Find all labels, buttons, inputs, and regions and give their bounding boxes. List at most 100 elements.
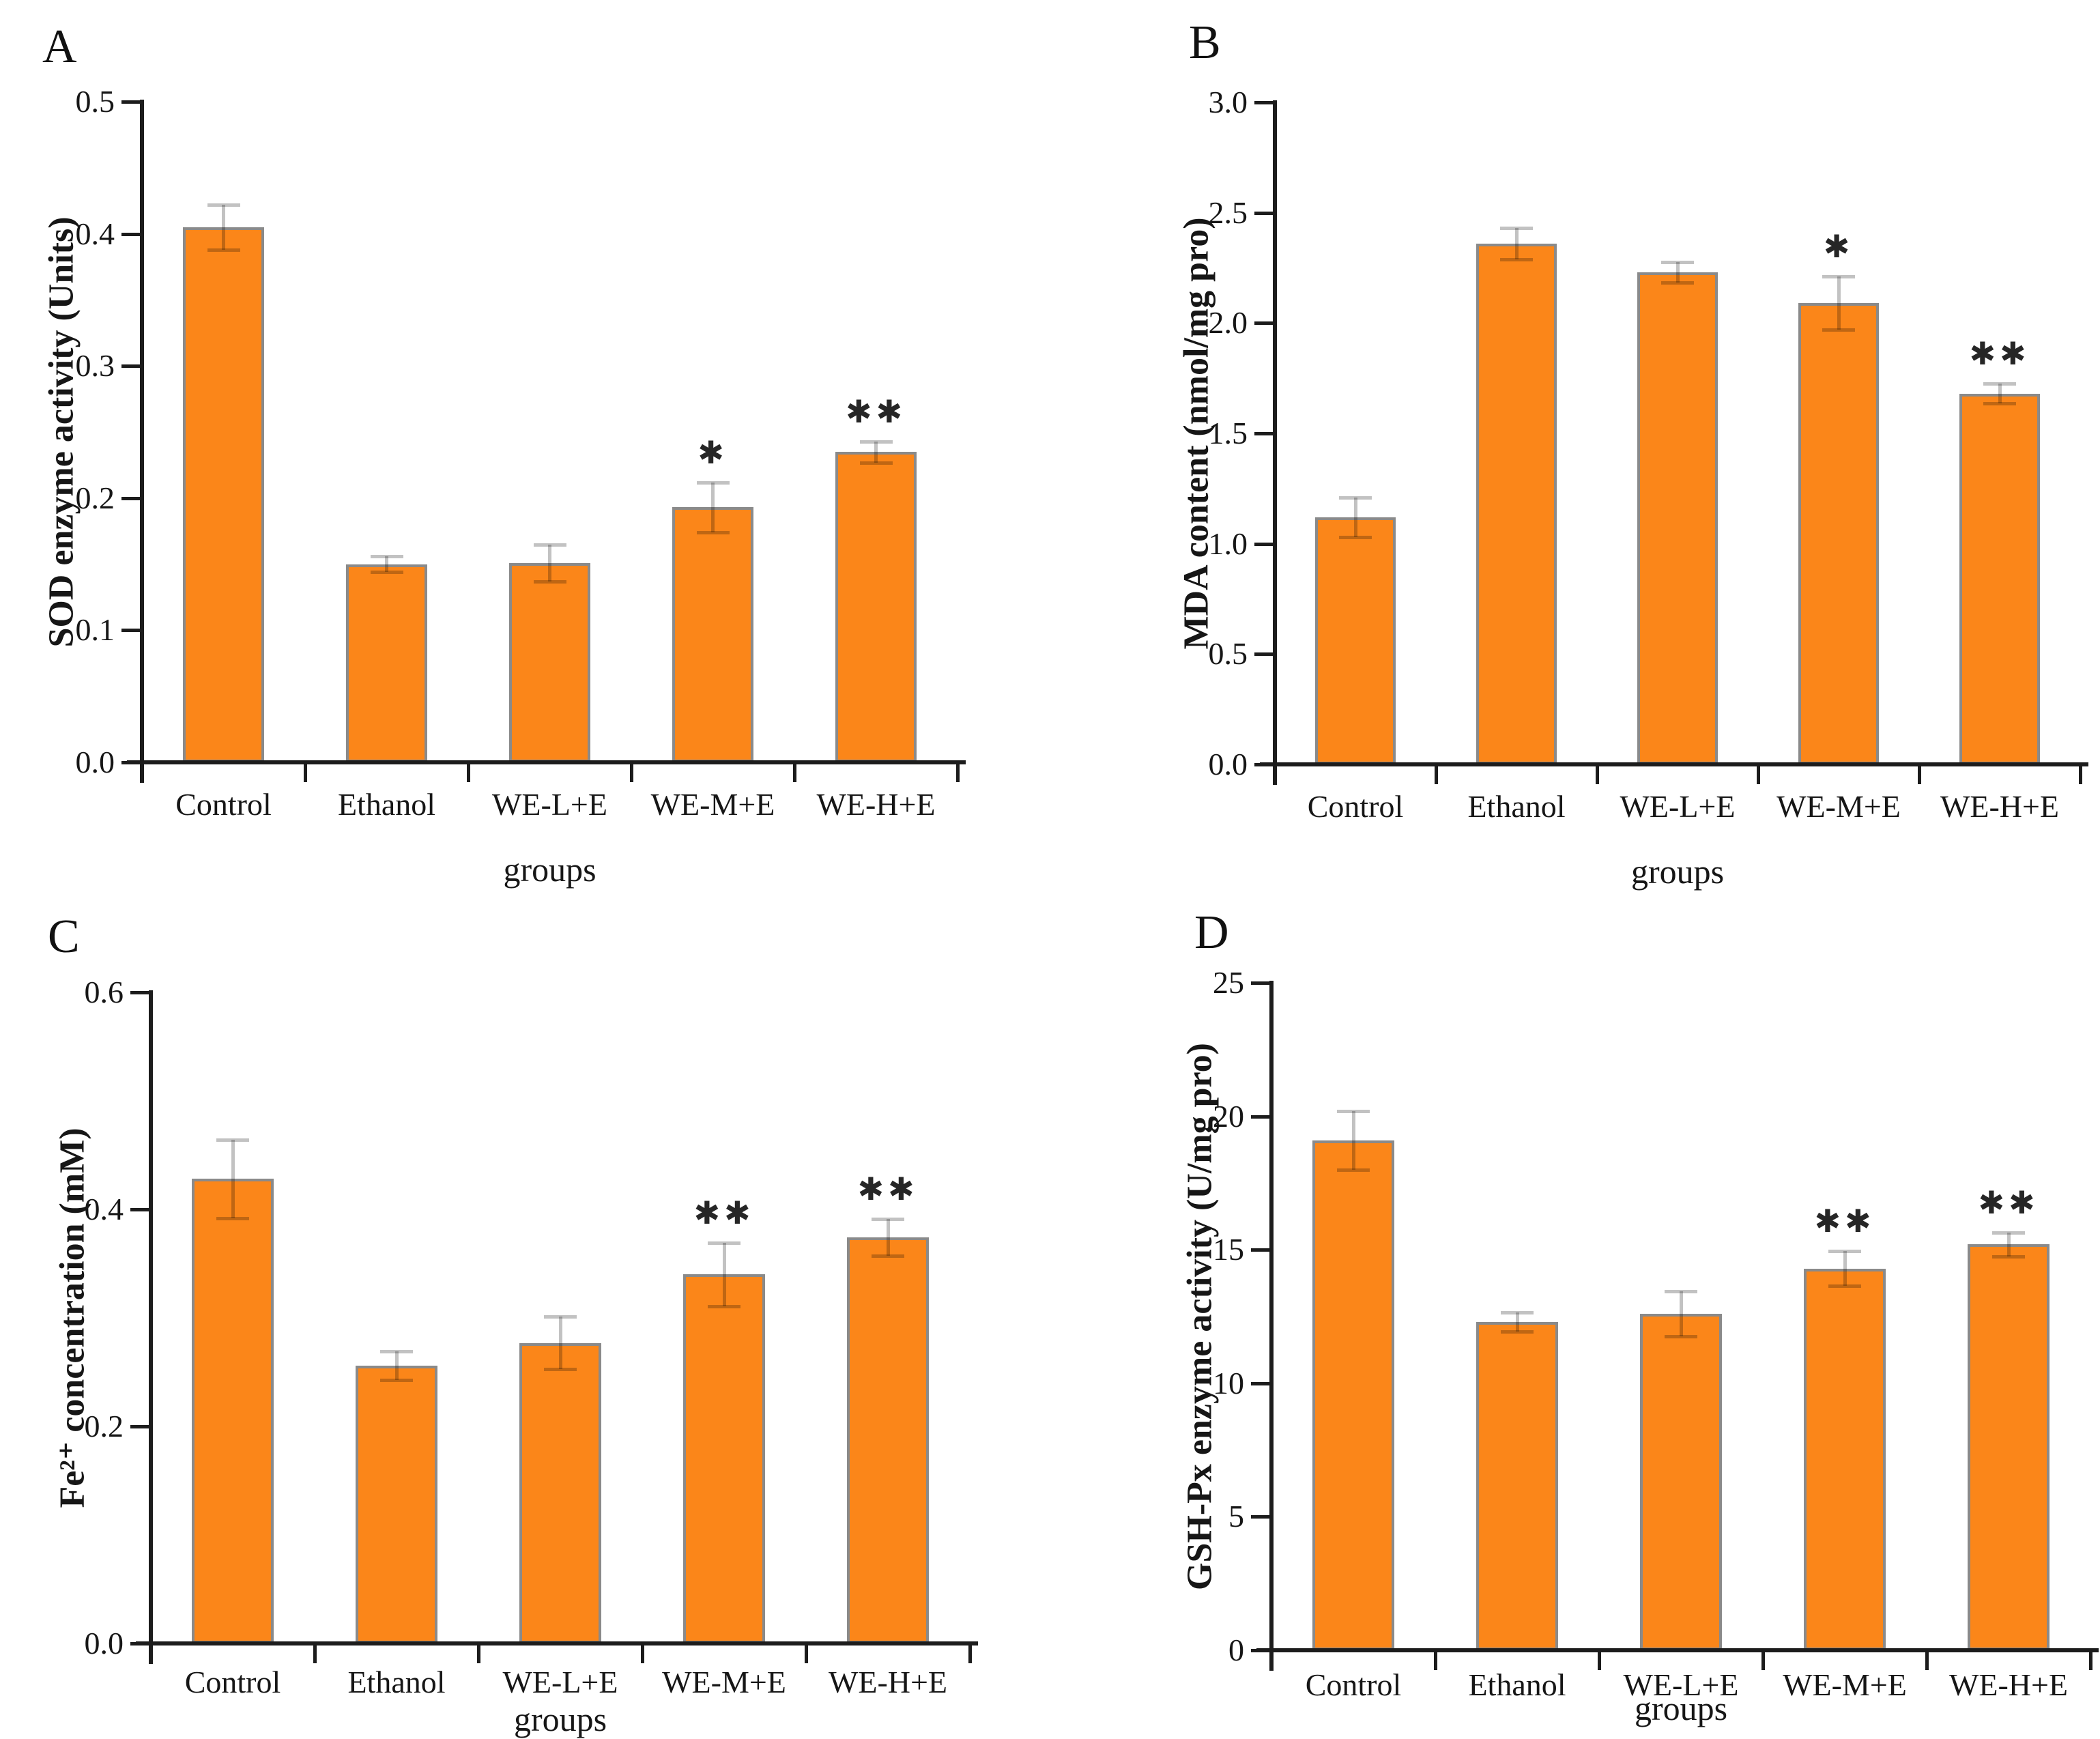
panel-letter: B bbox=[1189, 16, 1221, 69]
error-bar-line bbox=[1998, 384, 2002, 404]
error-bar-cap-top bbox=[1665, 1289, 1697, 1293]
category-label: WE-M+E bbox=[662, 1665, 786, 1699]
x-axis-title: groups bbox=[503, 850, 596, 889]
y-tick-label: 0.3 bbox=[75, 348, 115, 384]
y-axis-line bbox=[149, 990, 153, 1664]
x-tick-mark bbox=[1757, 766, 1760, 784]
error-bar-line bbox=[394, 1351, 399, 1380]
error-bar-cap-bottom bbox=[533, 579, 566, 584]
error-bar-cap-bottom bbox=[216, 1216, 249, 1220]
y-tick-mark bbox=[1251, 1248, 1270, 1252]
bar bbox=[1637, 272, 1718, 764]
error-bar-line bbox=[1351, 1110, 1355, 1170]
error-bar-cap-bottom bbox=[708, 1304, 740, 1308]
category-label: WE-L+E bbox=[1623, 1667, 1739, 1702]
x-tick-mark bbox=[968, 1645, 972, 1663]
bar bbox=[508, 562, 591, 762]
error-bar-cap-bottom bbox=[1337, 1168, 1370, 1172]
error-bar-cap-top bbox=[1822, 275, 1855, 279]
category-label: Ethanol bbox=[1468, 1667, 1566, 1702]
error-bar-cap-bottom bbox=[380, 1378, 413, 1382]
error-bar-cap-top bbox=[207, 203, 240, 207]
significance-marker: ✱✱ bbox=[845, 392, 907, 430]
category-label: Control bbox=[1307, 789, 1404, 824]
y-tick-mark bbox=[1251, 981, 1270, 985]
bar bbox=[345, 564, 428, 762]
panel-letter: C bbox=[48, 910, 80, 963]
y-tick-mark bbox=[130, 1425, 149, 1428]
category-label: WE-L+E bbox=[492, 787, 607, 822]
bar bbox=[182, 227, 265, 762]
error-bar-cap-bottom bbox=[370, 571, 403, 575]
y-tick-label: 0.0 bbox=[1208, 747, 1248, 781]
error-bar-cap-bottom bbox=[1828, 1284, 1861, 1288]
error-bar-cap-bottom bbox=[1665, 1335, 1697, 1339]
y-tick-mark bbox=[1254, 652, 1274, 657]
error-bar-cap-top bbox=[1339, 495, 1372, 500]
x-axis-title: groups bbox=[513, 1700, 607, 1738]
y-tick-label: 0 bbox=[1228, 1633, 1244, 1667]
x-tick-mark bbox=[1434, 1652, 1437, 1670]
category-label: WE-H+E bbox=[1948, 1667, 2069, 1702]
bar bbox=[1959, 393, 2040, 764]
error-bar-line bbox=[886, 1219, 890, 1256]
x-tick-mark bbox=[956, 764, 960, 782]
error-bar-line bbox=[1515, 1312, 1519, 1332]
error-bar-cap-top bbox=[1500, 227, 1533, 231]
x-tick-mark bbox=[1270, 1652, 1274, 1670]
error-bar-line bbox=[231, 1140, 235, 1218]
category-label: WE-H+E bbox=[828, 1665, 948, 1699]
x-axis-title: groups bbox=[1634, 1689, 1728, 1727]
y-tick-label: 10 bbox=[1213, 1365, 1244, 1400]
bar bbox=[847, 1237, 929, 1643]
significance-marker: ✱✱ bbox=[1969, 335, 2030, 373]
error-bar-cap-top bbox=[380, 1350, 413, 1354]
category-label: Ethanol bbox=[1467, 789, 1566, 824]
y-tick-mark bbox=[1254, 321, 1274, 326]
x-tick-mark bbox=[1918, 766, 1921, 784]
x-axis-line bbox=[127, 760, 966, 764]
error-bar-cap-bottom bbox=[544, 1367, 577, 1371]
bar bbox=[1640, 1314, 1722, 1650]
error-bar-line bbox=[1843, 1251, 1847, 1286]
category-label: WE-H+E bbox=[1940, 789, 2060, 824]
error-bar-line bbox=[558, 1317, 562, 1369]
bar bbox=[672, 507, 754, 762]
significance-marker: ✱✱ bbox=[857, 1170, 919, 1208]
y-tick-mark bbox=[1254, 101, 1274, 104]
y-tick-mark bbox=[121, 496, 141, 500]
y-tick-label: 2.0 bbox=[1208, 305, 1248, 341]
y-tick-label: 0.2 bbox=[75, 480, 115, 515]
x-tick-mark bbox=[467, 764, 470, 782]
error-bar-cap-bottom bbox=[859, 461, 893, 465]
error-bar-cap-bottom bbox=[696, 531, 730, 535]
significance-marker: ✱ bbox=[1823, 228, 1854, 265]
x-tick-mark bbox=[1925, 1652, 1929, 1670]
category-label: WE-M+E bbox=[1783, 1667, 1907, 1702]
y-axis-line bbox=[1273, 100, 1277, 785]
error-bar-cap-top bbox=[708, 1241, 740, 1246]
error-bar-cap-top bbox=[1983, 382, 2016, 386]
category-label: WE-M+E bbox=[1777, 789, 1901, 824]
x-tick-mark bbox=[641, 1645, 644, 1663]
x-tick-mark bbox=[1761, 1652, 1765, 1670]
y-tick-mark bbox=[121, 364, 141, 369]
bar bbox=[683, 1274, 765, 1643]
bar bbox=[1476, 1321, 1558, 1650]
error-bar-cap-bottom bbox=[1501, 1330, 1534, 1334]
x-tick-mark bbox=[1596, 766, 1599, 784]
category-label: WE-H+E bbox=[816, 787, 936, 822]
error-bar-cap-bottom bbox=[872, 1254, 904, 1259]
bar bbox=[1968, 1244, 2049, 1650]
x-tick-mark bbox=[1435, 766, 1438, 784]
bar bbox=[1476, 243, 1557, 764]
y-tick-label: 0.4 bbox=[75, 216, 115, 251]
x-tick-mark bbox=[2079, 766, 2082, 784]
significance-marker: ✱✱ bbox=[1978, 1183, 2039, 1221]
error-bar-cap-top bbox=[1992, 1231, 2025, 1235]
error-bar-cap-top bbox=[1501, 1311, 1534, 1315]
